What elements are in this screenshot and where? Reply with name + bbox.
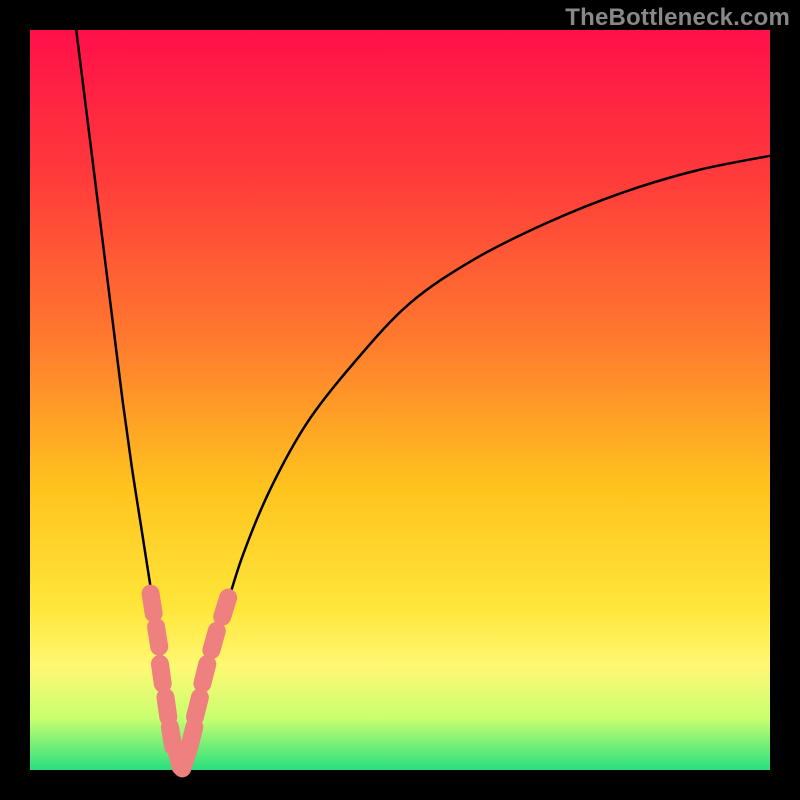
- stage: TheBottleneck.com: [0, 0, 800, 800]
- bottleneck-chart: [0, 0, 800, 800]
- plot-area: [30, 30, 770, 770]
